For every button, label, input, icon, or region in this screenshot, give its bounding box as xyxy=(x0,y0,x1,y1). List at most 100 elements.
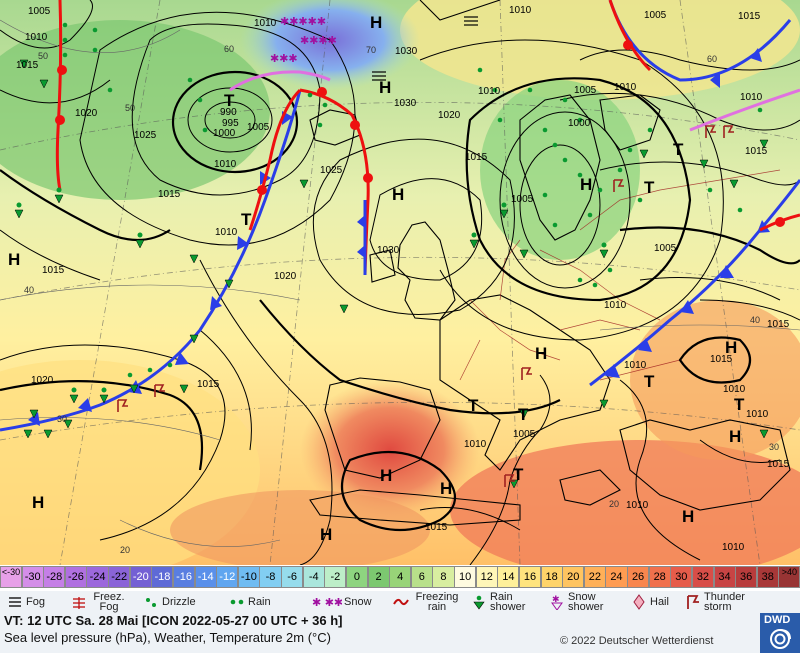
map-footer: VT: 12 UTC Sa. 28 Mai [ICON 2022-05-27 0… xyxy=(0,613,800,653)
hail-icon xyxy=(630,594,648,610)
cold-front-barbs xyxy=(357,215,365,258)
scale-swatch: -18 xyxy=(151,566,174,588)
scale-swatch: -14 xyxy=(194,566,217,588)
warm-front xyxy=(608,0,652,72)
pressure-labels: 1005 1010 1015 1020 1025 1030 1005 1000 … xyxy=(16,5,790,553)
dwd-logo[interactable]: DWD xyxy=(760,613,800,653)
isobar-label: 1015 xyxy=(158,189,181,200)
low-pressure-center: T xyxy=(224,91,235,110)
scale-swatch: 6 xyxy=(410,566,433,588)
thunderstorm-symbols xyxy=(117,125,734,487)
isobar-label: 1020 xyxy=(75,108,98,119)
isobar-label: 1030 xyxy=(377,245,400,256)
temp-contour-label: 50 xyxy=(125,103,135,113)
scale-swatch: -12 xyxy=(216,566,239,588)
isobar-label: 1010 xyxy=(626,500,649,511)
isobar-label: 990 xyxy=(220,107,237,118)
legend-label: Freez. Fog xyxy=(93,591,125,613)
isobar-label: 1030 xyxy=(395,46,418,57)
low-pressure-center: T xyxy=(513,465,524,484)
weather-map: ✱✱✱✱✱ ✱✱✱✱ ✱✱✱ 1005 1010 1015 1020 1025 … xyxy=(0,0,800,565)
isobar-label: 1015 xyxy=(465,152,488,163)
weather-legend: Fog Freez. Fog Drizzle Rain ✱ ✱✱ Snow Fr… xyxy=(0,591,800,613)
scale-swatch: 34 xyxy=(713,566,736,588)
snow-symbols: ✱✱✱✱✱ ✱✱✱✱ ✱✱✱ xyxy=(270,15,337,65)
scale-swatch: 28 xyxy=(648,566,671,588)
isobar-label: 1005 xyxy=(644,10,667,21)
high-pressure-center: H xyxy=(440,479,452,498)
map-description: Sea level pressure (hPa), Weather, Tempe… xyxy=(4,630,331,645)
warm-front xyxy=(248,88,302,231)
isobar-label: 1010 xyxy=(604,300,627,311)
legend-label: Snow xyxy=(344,596,372,608)
scale-swatch: 24 xyxy=(605,566,628,588)
legend-item-freezing-rain: Freezing rain xyxy=(392,591,462,613)
scale-swatch: 32 xyxy=(691,566,714,588)
rain-symbols xyxy=(62,22,763,378)
fog-symbols xyxy=(372,16,478,81)
isobar-label: 1015 xyxy=(197,379,220,390)
temp-contour-label: 30 xyxy=(769,442,779,452)
scale-swatch: 16 xyxy=(518,566,542,588)
isobar-label: 1010 xyxy=(464,439,487,450)
isobar-label: 1015 xyxy=(767,319,790,330)
temperature-field xyxy=(450,440,800,565)
temperature-field xyxy=(400,0,800,100)
isobar-label: 1005 xyxy=(511,194,534,205)
isobar-label: 1010 xyxy=(624,360,647,371)
scale-swatch: 4 xyxy=(389,566,412,588)
svg-text:✱✱✱: ✱✱✱ xyxy=(270,52,298,65)
temperature-field xyxy=(300,380,480,520)
low-pressure-center: T xyxy=(241,210,252,229)
isobar-label: 1030 xyxy=(394,98,417,109)
cold-front-barbs xyxy=(710,48,762,88)
isobar-label: 1015 xyxy=(710,354,733,365)
high-pressure-center: H xyxy=(580,175,592,194)
temp-contour-label: 50 xyxy=(38,51,48,61)
svg-text:✱ ✱✱: ✱ ✱✱ xyxy=(312,596,342,609)
scale-swatch: -6 xyxy=(281,566,304,588)
legend-item-freezing-fog: Freez. Fog xyxy=(70,591,128,613)
high-pressure-center: H xyxy=(729,427,741,446)
legend-label: Thunder storm xyxy=(704,591,745,613)
isobar-label: 1010 xyxy=(509,5,532,16)
scale-swatch: -8 xyxy=(259,566,282,588)
weather-map-canvas: ✱✱✱✱✱ ✱✱✱✱ ✱✱✱ 1005 1010 1015 1020 1025 … xyxy=(0,0,800,565)
legend-label: Hail xyxy=(650,596,669,608)
high-pressure-center: H xyxy=(682,507,694,526)
isobar-label: 1010 xyxy=(254,18,277,29)
low-pressure-center: T xyxy=(644,372,655,391)
high-pressure-center: H xyxy=(370,13,382,32)
dwd-logo-text: DWD xyxy=(764,614,791,626)
scale-swatch: 14 xyxy=(497,566,520,588)
freezing-rain-icon xyxy=(392,594,410,610)
svg-text:✱: ✱ xyxy=(552,595,560,605)
scale-swatch: -16 xyxy=(172,566,196,588)
legend-label: Freezing rain xyxy=(415,591,459,613)
cold-front xyxy=(589,179,800,387)
legend-label: Drizzle xyxy=(162,596,196,608)
legend-item-drizzle: Drizzle xyxy=(142,591,196,613)
high-pressure-center: H xyxy=(535,344,547,363)
scale-swatch: -4 xyxy=(302,566,325,588)
isobar-label: 1005 xyxy=(574,85,597,96)
temperature-field xyxy=(0,20,270,200)
scale-swatch: 20 xyxy=(562,566,585,588)
legend-item-snow-shower: ✱ Snow shower xyxy=(548,591,612,613)
occlusion xyxy=(689,88,800,132)
thunderstorm-icon xyxy=(684,594,702,610)
temperature-color-scale: <-30 -30 -28 -26 -24 -22 -20 -18 -16 -14 -12 -10 -8-… xyxy=(0,566,800,590)
scale-swatch: -28 xyxy=(43,566,66,588)
temperature-contours xyxy=(0,19,800,547)
legend-label: Rain xyxy=(248,596,271,608)
low-pressure-center: T xyxy=(468,396,479,415)
scale-swatch: 18 xyxy=(540,566,563,588)
isobar-label: 1000 xyxy=(213,128,236,139)
isobar-label: 1010 xyxy=(214,159,237,170)
temp-contour-label: 40 xyxy=(750,315,760,325)
isobar-label: 1010 xyxy=(614,82,637,93)
temp-contour-label: 40 xyxy=(24,285,34,295)
dwd-swirl-icon xyxy=(770,629,791,649)
warm-front-bumps xyxy=(775,217,785,227)
legend-item-rain: Rain xyxy=(228,591,271,613)
